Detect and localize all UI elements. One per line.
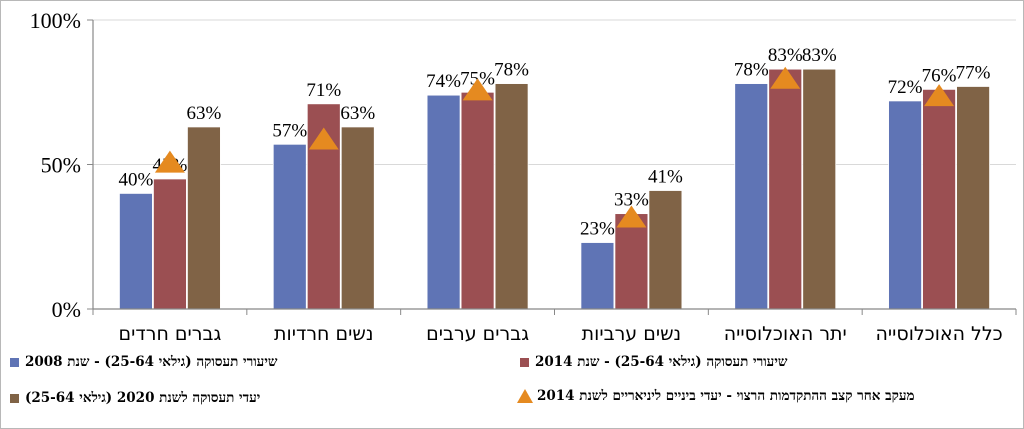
- markers: [154, 66, 955, 228]
- marker-triangle: [308, 127, 339, 150]
- bar: [922, 88, 956, 310]
- legend-label-2008: שיעורי תעסוקה (גילאי 25-64) - שנת 2008: [25, 354, 278, 370]
- bar: [734, 83, 769, 310]
- bar: [119, 192, 153, 310]
- data-label: 33%: [614, 190, 649, 211]
- bar: [426, 94, 461, 310]
- category-label: נשים ערביות: [582, 323, 681, 345]
- bar: [956, 86, 990, 310]
- data-label: 77%: [956, 62, 991, 83]
- legend-label-markers: מעקב אחר קצב ההתקדמות הרצוי - יעדי ביניי…: [537, 388, 915, 404]
- axes: 0% 50% 100%: [30, 8, 1017, 322]
- bar: [153, 178, 187, 310]
- data-label: 72%: [888, 77, 923, 98]
- data-label: 76%: [922, 65, 957, 86]
- bars: [119, 68, 990, 310]
- data-label: 78%: [494, 60, 529, 81]
- data-label: 23%: [580, 219, 615, 240]
- marker-triangle: [462, 78, 493, 101]
- category-labels: גברים חרדים נשים חרדיות גברים ערבים נשים ער…: [119, 323, 1003, 345]
- category-label: גברים חרדים: [119, 323, 222, 345]
- data-label: 41%: [648, 167, 683, 188]
- bar: [768, 68, 803, 310]
- gridlines: [93, 19, 1016, 165]
- bar: [460, 91, 495, 310]
- legend-label-2020: יעדי תעסוקה לשנת 2020 (גילאי 25-64): [25, 390, 261, 406]
- data-label: 63%: [340, 103, 375, 124]
- data-label: 83%: [802, 45, 837, 66]
- category-label: כלל האוכלוסייה: [875, 323, 1002, 345]
- category-label: גברים ערבים: [426, 323, 529, 345]
- legend-swatch-2014: [520, 357, 529, 367]
- data-label: 71%: [306, 80, 341, 101]
- marker-triangle: [924, 84, 955, 107]
- data-label: 78%: [734, 60, 769, 81]
- legend-label-2014: שיעורי תעסוקה (גילאי 25-64) - שנת 2014: [535, 354, 788, 370]
- y-tick-label: 0%: [52, 297, 81, 322]
- bar: [888, 100, 922, 310]
- bar: [340, 126, 375, 310]
- bar: [272, 143, 307, 310]
- bar: [614, 213, 649, 310]
- marker-triangle: [770, 66, 801, 89]
- legend-item-2020: יעדי תעסוקה לשנת 2020 (גילאי 25-64): [10, 390, 260, 406]
- marker-triangle: [616, 205, 647, 228]
- data-label: 74%: [426, 71, 461, 92]
- data-label: 83%: [768, 45, 803, 66]
- data-labels: 40%45%63%57%71%63%74%75%78%23%33%41%78%8…: [119, 45, 991, 239]
- bar: [648, 190, 683, 310]
- data-label: 57%: [272, 120, 307, 141]
- bar: [580, 242, 615, 310]
- y-tick-label: 100%: [30, 8, 81, 33]
- legend: שיעורי תעסוקה (גילאי 25-64) - שנת 2008 ש…: [0, 350, 1024, 429]
- data-label: 40%: [119, 169, 154, 190]
- category-label: יתר האוכלוסייה: [724, 323, 847, 345]
- y-tick-label: 50%: [41, 153, 81, 178]
- bar: [802, 68, 837, 310]
- triangle-icon: [517, 389, 533, 403]
- legend-swatch-2020: [10, 393, 19, 403]
- legend-item-markers: מעקב אחר קצב ההתקדמות הרצוי - יעדי ביניי…: [517, 388, 915, 404]
- bar: [494, 83, 529, 310]
- bar-chart: 0%50%100% 40%45%63%57%71%63%74%75%78%23%…: [30, 8, 1017, 345]
- marker-triangle: [154, 150, 185, 173]
- bar: [187, 126, 221, 310]
- legend-item-2014: שיעורי תעסוקה (גילאי 25-64) - שנת 2014: [520, 354, 787, 370]
- legend-swatch-2008: [10, 357, 19, 367]
- data-label: 63%: [187, 103, 222, 124]
- legend-item-2008: שיעורי תעסוקה (גילאי 25-64) - שנת 2008: [10, 354, 277, 370]
- category-label: נשים חרדיות: [274, 323, 373, 345]
